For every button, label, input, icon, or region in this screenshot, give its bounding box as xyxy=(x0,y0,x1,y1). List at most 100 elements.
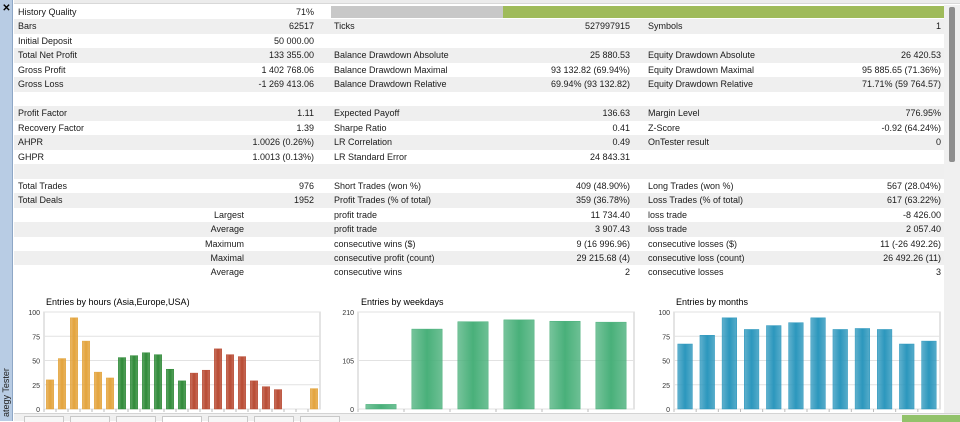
report-cell-c5: 26 492.26 (11) xyxy=(883,252,941,263)
chart-months-svg: 100 75 50 25 0 xyxy=(658,310,941,414)
report-cell-c1: 50 000.00 xyxy=(273,35,314,46)
bottom-tab[interactable] xyxy=(254,416,294,422)
report-cell-c3: 0.41 xyxy=(612,122,630,133)
chart-bar xyxy=(154,354,162,410)
report-cell-c5: 0 xyxy=(935,137,941,148)
report-cell-c3: 409 (48.90%) xyxy=(575,180,630,191)
report-cell-c3: 3 907.43 xyxy=(594,224,630,235)
chart-bar xyxy=(142,352,150,410)
report-row: Recovery Factor 1.39 Sharpe Ratio 0.41 Z-Sco… xyxy=(14,121,944,135)
status-strip xyxy=(902,415,960,422)
chart-bar xyxy=(503,319,535,410)
report-cell-c2: consecutive wins xyxy=(334,267,403,278)
bottom-tab[interactable] xyxy=(300,416,340,422)
chart-bar xyxy=(810,317,826,410)
chart-bar xyxy=(854,328,870,410)
history-quality-bar xyxy=(331,6,944,18)
chart-bar xyxy=(788,322,804,410)
report-cell-c1: 1.11 xyxy=(297,108,314,119)
tester-sidebar: ✕ ategy Tester xyxy=(0,0,13,421)
report-cell-c4: consecutive loss (count) xyxy=(648,252,745,263)
vertical-scrollbar[interactable] xyxy=(944,5,960,413)
report-cell-c4: Symbols xyxy=(648,21,683,32)
y-tick-label: 0 xyxy=(36,407,40,414)
report-cell-c0r: Maximum xyxy=(204,238,244,249)
report-row xyxy=(14,92,944,106)
report-cell-c5: 2 057.40 xyxy=(905,224,941,235)
chart-bar xyxy=(899,343,915,410)
y-tick-label: 100 xyxy=(658,310,670,317)
report-cell-c0: Gross Loss xyxy=(18,79,64,90)
report-cell-c0: Total Net Profit xyxy=(18,50,78,61)
chart-bar xyxy=(238,356,246,410)
bottom-tab[interactable] xyxy=(116,416,156,422)
report-cell-c4: Equity Drawdown Absolute xyxy=(648,50,756,61)
report-row: Profit Factor 1.11 Expected Payoff 136.63 Ma… xyxy=(14,106,944,121)
chart-bar xyxy=(262,386,270,410)
report-cell-c2: Balance Drawdown Maximal xyxy=(334,64,448,75)
chart-bar xyxy=(226,354,234,410)
report-cell-c4: Z-Score xyxy=(648,122,681,133)
chart-weekdays: Entries by weekdays 210 105 0 xyxy=(328,294,638,414)
report-cell-c2: consecutive wins ($) xyxy=(334,238,416,249)
report-cell-c2: Sharpe Ratio xyxy=(334,122,387,133)
report-row: AHPR 1.0026 (0.26%) LR Correlation 0.49 OnTe… xyxy=(14,135,944,150)
report-cell-c0: Gross Profit xyxy=(18,64,66,75)
report-cell-c2: Profit Trades (% of total) xyxy=(334,195,432,206)
report-cell-c0: Total Trades xyxy=(18,180,68,191)
report-cell-c1: 62517 xyxy=(288,21,314,32)
report-cell-c5: -8 426.00 xyxy=(902,209,941,220)
chart-bar xyxy=(94,371,102,410)
bottom-tab[interactable] xyxy=(24,416,64,422)
chart-bar xyxy=(190,372,198,410)
report-cell-c5: 26 420.53 xyxy=(900,50,941,61)
report-cell-c1: 1.0026 (0.26%) xyxy=(252,137,314,148)
report-cell-c4: Equity Drawdown Maximal xyxy=(648,64,755,75)
report-cell-c4: loss trade xyxy=(648,224,688,235)
report-cell-c0r: Average xyxy=(210,267,244,278)
report-cell-c4: consecutive losses ($) xyxy=(648,238,738,249)
report-cell-c3: 0.49 xyxy=(612,137,630,148)
close-icon[interactable]: ✕ xyxy=(2,3,11,14)
report-row xyxy=(14,164,944,179)
history-quality-value: 71% xyxy=(295,7,314,17)
report-row: Total Deals 1952 Profit Trades (% of total… xyxy=(14,193,944,208)
chart-bar xyxy=(106,377,114,410)
report-row: Bars 62517 Ticks 527997915 Symbols 1 xyxy=(14,19,944,34)
report-row: Maximum consecutive wins ($) 9 (16 996.96)… xyxy=(14,237,944,251)
scrollbar-thumb[interactable] xyxy=(949,7,955,162)
report-row: Total Trades 976 Short Trades (won %) 409 (… xyxy=(14,179,944,193)
y-tick-label: 100 xyxy=(28,310,40,317)
chart-bar xyxy=(214,348,222,410)
report-row: Average profit trade 3 907.43 loss trade 2 0… xyxy=(14,222,944,237)
report-cell-c1: 976 xyxy=(298,180,314,191)
chart-bar xyxy=(130,355,138,410)
bottom-tab[interactable] xyxy=(208,416,248,422)
report-cell-c1: 1.0013 (0.13%) xyxy=(252,151,314,162)
charts-area: Entries by hours (Asia,Europe,USA) 100 75… xyxy=(14,294,944,414)
chart-bar xyxy=(118,357,126,410)
chart-bar xyxy=(70,317,78,410)
report-cell-c3: 29 215.68 (4) xyxy=(576,252,630,263)
chart-bar xyxy=(877,329,893,410)
report-cell-c2: Short Trades (won %) xyxy=(334,180,422,191)
report-cell-c5: -0.92 (64.24%) xyxy=(881,122,941,133)
report-cell-c4: consecutive losses xyxy=(648,267,724,278)
chart-title: Entries by weekdays xyxy=(361,297,444,307)
bottom-tab[interactable] xyxy=(70,416,110,422)
report-row: Gross Loss -1 269 413.06 Balance Drawdown … xyxy=(14,77,944,92)
report-row: Average consecutive wins 2 consecutive loss… xyxy=(14,265,944,279)
report-row: Initial Deposit 50 000.00 xyxy=(14,34,944,48)
chart-bar xyxy=(274,389,282,410)
bottom-tab-active[interactable] xyxy=(162,416,202,422)
report-cell-c2: Expected Payoff xyxy=(334,108,400,119)
report-cell-c2: profit trade xyxy=(334,224,378,235)
chart-bar xyxy=(595,321,627,410)
report-cell-c0: Total Deals xyxy=(18,195,63,206)
report-cell-c3: 24 843.31 xyxy=(589,151,630,162)
report-row: GHPR 1.0013 (0.13%) LR Standard Error 24 84… xyxy=(14,150,944,164)
chart-bar xyxy=(677,343,693,410)
report-cell-c0r: Largest xyxy=(213,209,244,220)
y-tick-label: 25 xyxy=(662,383,670,390)
chart-bar xyxy=(699,335,715,410)
